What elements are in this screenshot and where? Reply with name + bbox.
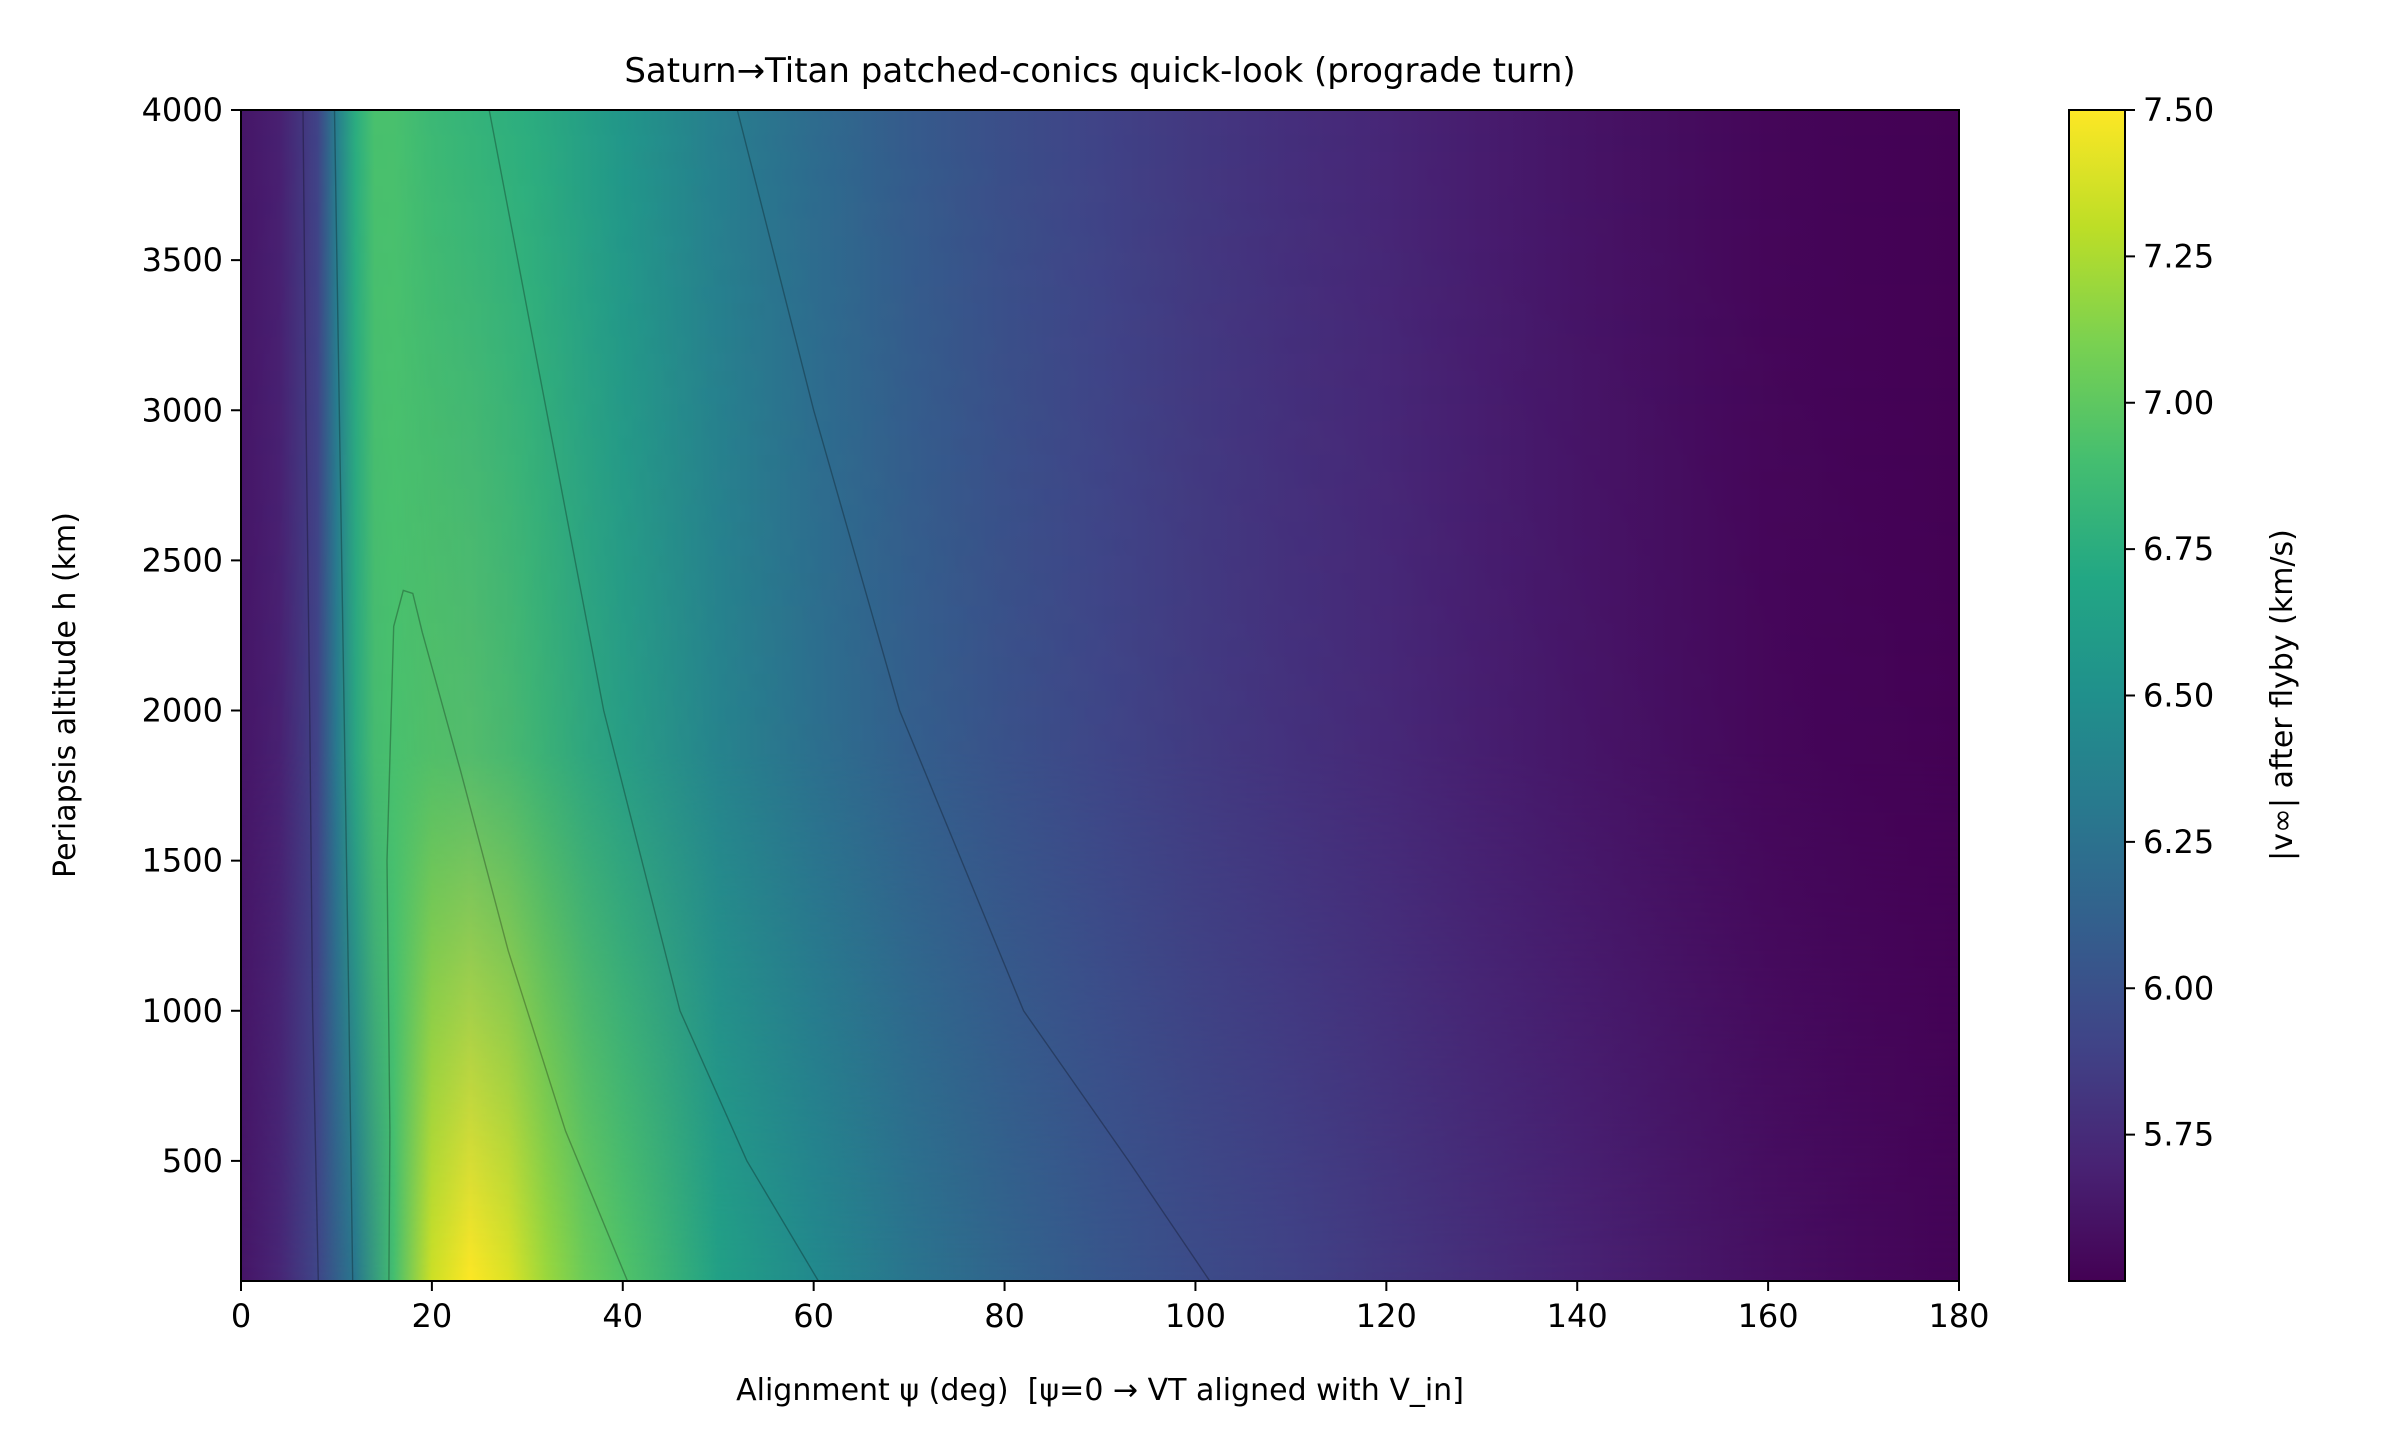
- y-tick-label: 500: [162, 1142, 223, 1180]
- plot-frame: [240, 109, 1960, 1282]
- x-axis-label: Alignment ψ (deg) [ψ=0 → VT aligned with…: [736, 1373, 1464, 1408]
- heatmap-high-altitude-layer: [241, 110, 1959, 1281]
- colorbar-tick-label: 6.75: [2143, 530, 2214, 568]
- contour-lines: [302, 110, 1211, 1281]
- y-tick-label: 1500: [142, 842, 223, 880]
- colorbar-ticks: 5.75 6.00 6.25 6.50 6.75 7.00 7.25 7.50: [2125, 91, 2214, 1154]
- y-tick-label: 3000: [142, 391, 223, 429]
- y-tick-label: 2500: [142, 541, 223, 579]
- colorbar-tick-label: 6.00: [2143, 969, 2214, 1007]
- x-axis-ticks: 0 20 40 60 80 100 120 140 160 180: [231, 1281, 1990, 1335]
- x-tick-label: 100: [1165, 1297, 1226, 1335]
- colorbar: 5.75 6.00 6.25 6.50 6.75 7.00 7.25 7.50 |v∞| af…: [2068, 91, 2300, 1282]
- colorbar-tick-label: 6.25: [2143, 823, 2214, 861]
- colorbar-gradient: [2069, 110, 2125, 1281]
- y-tick-label: 3500: [142, 241, 223, 279]
- x-tick-label: 20: [412, 1297, 453, 1335]
- y-tick-label: 4000: [142, 91, 223, 129]
- x-tick-label: 40: [602, 1297, 643, 1335]
- x-tick-label: 120: [1356, 1297, 1417, 1335]
- colorbar-label: |v∞| after flyby (km/s): [2265, 529, 2300, 861]
- colorbar-tick-label: 5.75: [2143, 1116, 2214, 1154]
- contour-line-1: [302, 110, 319, 1281]
- y-axis-label: Periapsis altitude h (km): [48, 512, 83, 878]
- y-tick-label: 1000: [142, 992, 223, 1030]
- contour-line-2: [333, 110, 354, 1281]
- contour-line-5: [736, 110, 1211, 1281]
- x-tick-label: 80: [984, 1297, 1025, 1335]
- colorbar-tick-label: 6.50: [2143, 677, 2214, 715]
- x-tick-label: 60: [793, 1297, 834, 1335]
- x-tick-label: 160: [1738, 1297, 1799, 1335]
- y-tick-label: 2000: [142, 692, 223, 730]
- y-axis-ticks: 500 1000 1500 2000 2500 3000 3500 4000: [142, 91, 241, 1180]
- colorbar-tick-label: 7.50: [2143, 91, 2214, 129]
- x-tick-label: 0: [231, 1297, 251, 1335]
- contour-line-3: [386, 589, 629, 1281]
- plot-area: [241, 110, 1959, 1281]
- x-tick-label: 140: [1547, 1297, 1608, 1335]
- colorbar-tick-label: 7.00: [2143, 384, 2214, 422]
- contour-line-4: [488, 110, 820, 1281]
- x-tick-label: 180: [1928, 1297, 1989, 1335]
- chart-title: Saturn→Titan patched-conics quick-look (…: [624, 51, 1575, 91]
- colorbar-tick-label: 7.25: [2143, 237, 2214, 275]
